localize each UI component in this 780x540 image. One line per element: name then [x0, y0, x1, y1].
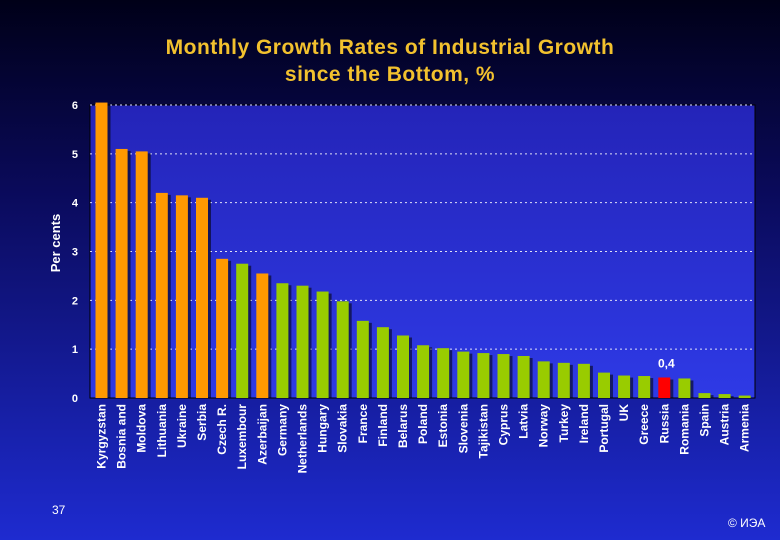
x-tick-label-ukraine: Ukraine	[175, 404, 189, 448]
x-tick-label-armenia: Armenia	[738, 404, 752, 452]
x-tick-label-cyprus: Cyprus	[497, 404, 511, 446]
x-tick-label-finland: Finland	[376, 404, 390, 447]
x-tick-label-uk: UK	[617, 404, 631, 422]
chart-title: Monthly Growth Rates of Industrial Growt…	[0, 34, 780, 88]
x-tick-label-czech-r: Czech R.	[215, 404, 229, 455]
y-axis-label: Per cents	[48, 214, 63, 273]
bar-czech-r	[216, 258, 229, 398]
russia-value-label: 0,4	[658, 356, 675, 370]
bar-poland	[417, 345, 430, 398]
y-tick-label: 5	[72, 149, 78, 161]
x-tick-label-poland: Poland	[416, 404, 430, 444]
bar-greece	[638, 376, 651, 398]
bars	[95, 102, 754, 398]
copyright-notice: © ИЭА	[728, 516, 766, 530]
bar-cyprus	[497, 354, 510, 398]
chart-title-line-1: Monthly Growth Rates of Industrial Growt…	[165, 36, 615, 59]
x-tick-label-serbia: Serbia	[195, 404, 209, 441]
x-tick-label-norway: Norway	[537, 404, 551, 448]
bar-kyrgyzstan	[95, 102, 108, 398]
y-tick-label: 0	[72, 393, 78, 405]
x-tick-label-portugal: Portugal	[597, 404, 611, 453]
bar-serbia	[196, 197, 208, 398]
x-tick-label-bosnia-and: Bosnia and	[115, 404, 129, 469]
bar-azerbaijan	[256, 273, 269, 398]
bar-armenia	[738, 395, 751, 398]
bar-turkey	[557, 362, 570, 398]
bar-austria	[718, 394, 731, 398]
y-axis-ticks: 0 1 2 3 4 5 6	[72, 100, 79, 405]
bar-uk	[618, 375, 631, 398]
x-tick-label-spain: Spain	[698, 404, 712, 437]
x-tick-label-azerbaijan: Azerbaijan	[255, 404, 269, 465]
x-tick-label-greece: Greece	[637, 404, 651, 445]
x-axis-ticks: Kyrgyzstan Bosnia and Moldova Lithuania Ukra…	[95, 404, 752, 474]
x-tick-label-kyrgyzstan: Kyrgyzstan	[95, 404, 109, 469]
bar-spain	[698, 393, 711, 398]
bar-ireland	[577, 363, 590, 398]
bar-tajikistan	[477, 353, 490, 398]
bar-hungary	[316, 291, 329, 398]
bar-portugal	[598, 372, 610, 398]
x-tick-label-germany: Germany	[275, 404, 289, 456]
bar-belarus	[397, 335, 409, 398]
x-tick-label-latvia: Latvia	[517, 404, 531, 439]
bar-slovenia	[457, 351, 470, 398]
bar-germany	[276, 283, 289, 398]
bar-finland	[376, 327, 389, 398]
bar-luxembour	[236, 263, 249, 398]
bar-netherlands	[296, 285, 309, 398]
y-tick-label: 4	[72, 198, 79, 210]
x-tick-label-estonia: Estonia	[436, 404, 450, 448]
x-tick-label-slovakia: Slovakia	[336, 404, 350, 453]
x-tick-label-ireland: Ireland	[577, 404, 591, 443]
bar-france	[356, 320, 369, 398]
x-tick-label-turkey: Turkey	[557, 404, 571, 443]
bar-bosnia-and	[115, 148, 128, 398]
x-tick-label-netherlands: Netherlands	[296, 404, 310, 474]
x-tick-label-lithuania: Lithuania	[155, 404, 169, 458]
bar-slovakia	[336, 301, 349, 398]
bar-russia	[658, 377, 671, 398]
bar-norway	[537, 361, 550, 398]
x-tick-label-france: France	[356, 404, 370, 444]
y-tick-label: 1	[72, 344, 78, 356]
chart-title-line-2: since the Bottom, %	[284, 63, 496, 86]
x-tick-label-austria: Austria	[718, 404, 732, 446]
x-tick-label-russia: Russia	[657, 404, 671, 444]
x-tick-label-luxembour: Luxembour	[235, 404, 249, 470]
bar-latvia	[517, 356, 530, 398]
bar-moldova	[135, 151, 148, 398]
x-tick-label-tajikistan: Tajikistan	[476, 404, 490, 458]
bar-ukraine	[175, 195, 188, 398]
x-tick-label-hungary: Hungary	[316, 404, 330, 453]
x-tick-label-moldova: Moldova	[135, 404, 149, 453]
y-tick-label: 6	[72, 100, 78, 112]
bar-lithuania	[155, 192, 168, 398]
bar-romania	[678, 378, 691, 398]
page-number: 37	[52, 503, 66, 517]
x-tick-label-romania: Romania	[677, 404, 691, 455]
bar-estonia	[437, 348, 450, 398]
x-tick-label-belarus: Belarus	[396, 404, 410, 448]
y-tick-label: 2	[72, 295, 78, 307]
y-tick-label: 3	[72, 247, 78, 259]
x-tick-label-slovenia: Slovenia	[456, 404, 470, 454]
